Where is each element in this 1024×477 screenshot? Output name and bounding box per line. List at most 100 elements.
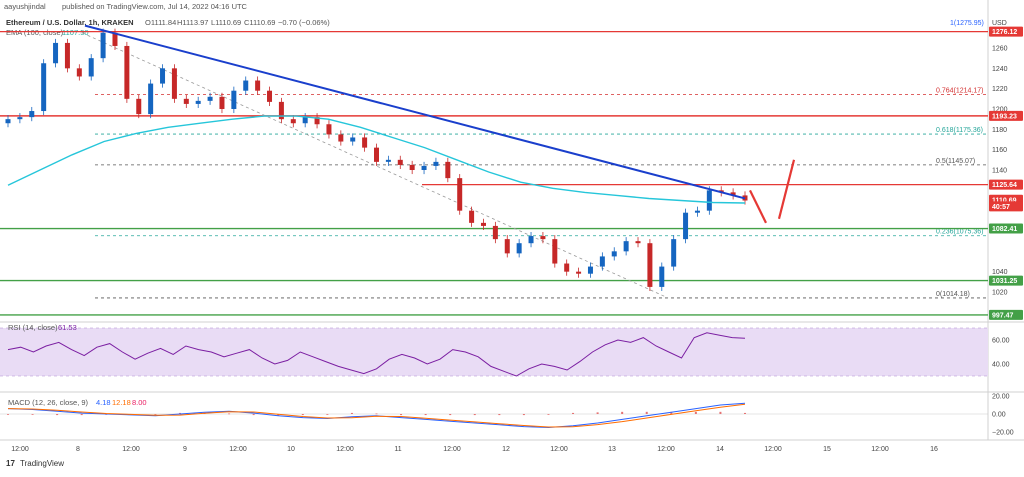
macd-hist-6 (154, 414, 157, 415)
candle-body-31 (374, 147, 379, 162)
ema-value: 1107.50 (62, 28, 89, 37)
macd-hist-24 (596, 412, 599, 414)
author-name: aayushjindal (4, 2, 46, 11)
candle-body-34 (409, 164, 415, 170)
branding-label: TradingView (20, 459, 64, 468)
candle-body-27 (326, 124, 332, 135)
fib-label-3: 0.236(1075.36) (936, 229, 983, 236)
macd-hist-25 (621, 411, 624, 414)
candle-body-19 (231, 90, 237, 109)
candle-body-30 (362, 137, 368, 148)
candle-body-4 (53, 42, 59, 64)
macd-hist-14 (350, 412, 353, 414)
candle-body-32 (385, 159, 391, 162)
time-label-12: 12:00 (657, 446, 675, 453)
time-label-8: 12:00 (443, 446, 461, 453)
time-label-3: 9 (183, 446, 187, 453)
currency-label: USD (992, 20, 1007, 27)
price-badge-label-5: 1082.41 (992, 226, 1017, 233)
macd-hist-3 (80, 414, 83, 416)
candle-body-17 (207, 96, 213, 101)
macd-hist-21 (522, 414, 525, 416)
candle-body-37 (445, 161, 451, 179)
rsi-tick-1: 40.00 (992, 362, 1010, 369)
time-label-1: 8 (76, 446, 80, 453)
fib-label-4: 0(1014.18) (936, 291, 970, 298)
candle-body-18 (219, 96, 225, 109)
price-badge-label-4: 40:57 (992, 204, 1010, 211)
macd-hist-0 (7, 414, 9, 415)
macd-value-1: 4.18 (96, 398, 111, 407)
time-label-14: 12:00 (764, 446, 782, 453)
macd-hist-30 (744, 412, 746, 414)
candle-body-50 (599, 256, 605, 267)
candle-body-47 (564, 263, 570, 272)
fib-label-1: 0.618(1175.36) (936, 127, 983, 134)
price-tick-7: 1040 (992, 269, 1008, 276)
fib-trend-line (81, 32, 669, 299)
candle-body-29 (350, 137, 356, 142)
price-badge-6 (989, 275, 1023, 286)
candle-body-40 (480, 222, 486, 226)
candle-body-52 (623, 241, 629, 252)
candle-body-55 (659, 266, 665, 287)
rsi-label: RSI (14, close) (8, 323, 58, 332)
candle-body-22 (267, 90, 273, 102)
candle-body-8 (100, 32, 106, 59)
macd-hist-16 (400, 414, 403, 416)
price-tick-8: 1020 (992, 290, 1008, 297)
price-badge-0 (989, 26, 1023, 37)
macd-hist-19 (473, 414, 476, 416)
price-tick-0: 1260 (992, 46, 1008, 53)
candle-body-35 (421, 165, 427, 170)
candle-body-61 (730, 192, 736, 196)
ema-line (7, 115, 746, 204)
ohlc-open: O1111.84 (145, 18, 176, 27)
candle-body-6 (76, 68, 82, 77)
time-label-4: 12:00 (229, 446, 247, 453)
candle-body-38 (457, 178, 463, 211)
candle-body-56 (671, 239, 677, 267)
candle-body-20 (243, 80, 249, 91)
price-badge-label-7: 997.47 (992, 312, 1014, 319)
candle-body-12 (148, 83, 154, 115)
macd-hist-28 (694, 411, 697, 414)
time-label-11: 13 (608, 446, 616, 453)
candle-body-16 (195, 100, 201, 104)
macd-hist-7 (178, 412, 181, 414)
projection-down-arrow (749, 189, 767, 224)
price-badge-1 (989, 110, 1023, 121)
price-badge-label-3: 1110.69 (992, 197, 1017, 204)
candle-body-21 (255, 80, 261, 91)
ohlc-low: L1110.69 (211, 18, 241, 27)
time-label-13: 14 (716, 446, 724, 453)
fib-label-2: 0.5(1145.07) (936, 158, 975, 165)
candle-body-11 (136, 98, 142, 115)
macd-signal-line (7, 403, 746, 428)
candle-body-23 (278, 101, 284, 120)
candle-body-58 (694, 210, 700, 213)
macd-hist-17 (424, 414, 427, 416)
time-label-9: 12 (502, 446, 510, 453)
candle-body-39 (469, 210, 475, 223)
candle-body-7 (88, 58, 94, 77)
price-badge-label-2: 1125.64 (992, 182, 1017, 189)
macd-hist-2 (56, 414, 59, 416)
candle-body-10 (124, 45, 130, 99)
time-label-5: 10 (287, 446, 295, 453)
price-tick-6: 1140 (992, 168, 1007, 175)
ohlc-high: H1113.97 (177, 18, 208, 27)
macd-label: MACD (12, 26, close, 9) (8, 398, 89, 407)
projection-up-arrow (777, 159, 796, 220)
candle-body-49 (587, 266, 593, 274)
macd-hist-20 (498, 414, 501, 416)
price-badge-5 (989, 223, 1023, 234)
macd-hist-9 (228, 413, 231, 415)
macd-hist-18 (449, 414, 452, 416)
macd-tick-2: −20.00 (992, 430, 1014, 437)
macd-hist-26 (645, 411, 648, 414)
candle-body-53 (635, 241, 641, 244)
macd-hist-15 (375, 413, 378, 415)
